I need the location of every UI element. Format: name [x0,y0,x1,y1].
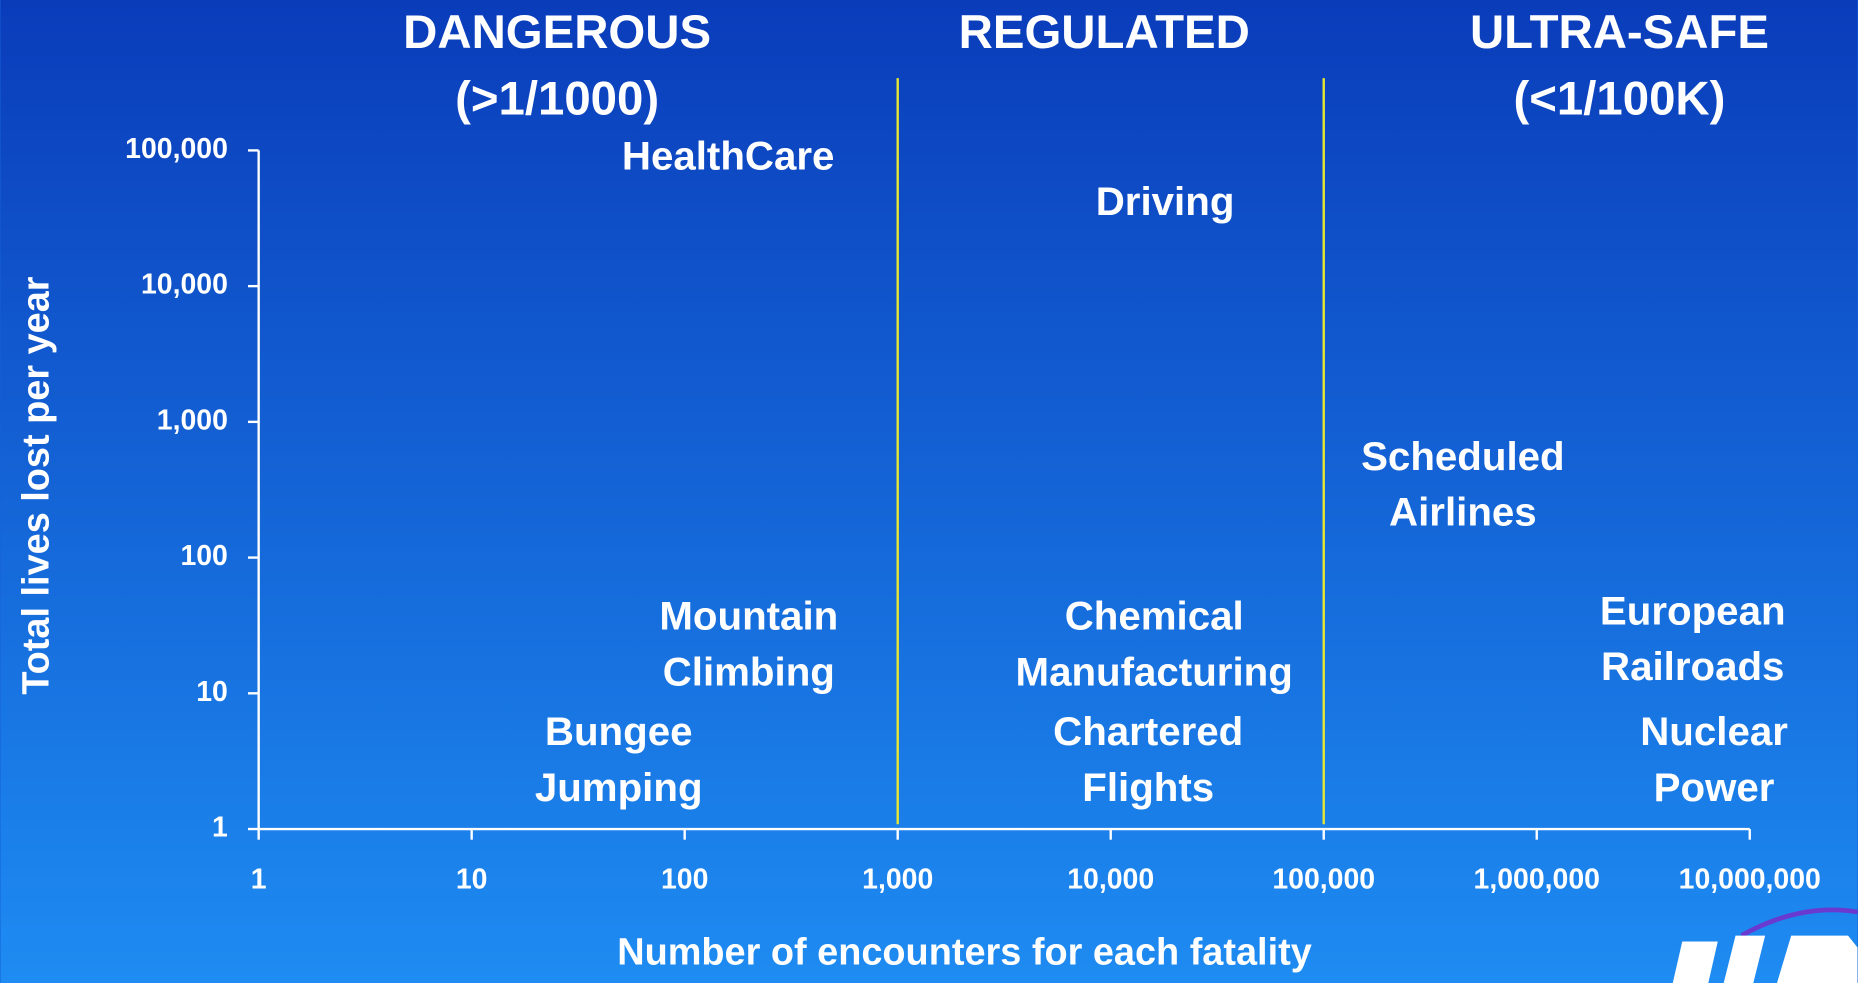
y-tick-label: 1 [212,812,228,844]
x-tick-label: 100,000 [1272,864,1375,896]
zone-label: (<1/100K) [1514,72,1726,125]
logo [1672,907,1858,983]
point-label: Chemical Manufacturing [1016,594,1293,695]
point-label: European Railroads [1600,589,1786,690]
zone-label: ULTRA-SAFE [1470,6,1769,59]
point-label-line: Bungee [545,709,693,754]
point-label-line: Railroads [1601,644,1784,689]
point-label-line: Power [1654,765,1775,810]
zone-label: DANGEROUS [403,6,711,59]
x-tick-label: 10,000 [1067,864,1154,896]
zone-label: (>1/1000) [455,72,659,125]
point-label-line: Mountain [659,594,838,639]
y-axis-title: Total lives lost per year [15,276,57,694]
point-label-line: Manufacturing [1016,649,1293,694]
point-label-line: Nuclear [1640,709,1788,754]
y-tick-label: 100,000 [125,133,228,165]
x-tick-label: 1,000 [862,864,933,896]
point-label: Mountain Climbing [659,594,838,695]
point-label-line: Chemical [1065,594,1244,639]
point-label-line: Climbing [663,649,835,694]
point-label: Bungee Jumping [535,709,703,810]
x-tick-label: 1,000,000 [1474,864,1600,896]
x-tick-label: 100 [661,864,708,896]
point-label: Nuclear Power [1640,709,1788,810]
point-label-line: HealthCare [622,133,835,178]
x-tick-label: 10 [456,864,488,896]
point-label: Driving [1096,179,1235,224]
x-tick-label: 1 [251,864,267,896]
point-label-line: Jumping [535,765,703,810]
y-tick-label: 10 [196,676,228,708]
point-label: HealthCare [622,133,835,178]
point-label-line: Scheduled [1361,434,1565,479]
zone-label: REGULATED [959,6,1250,59]
point-label: Chartered Flights [1053,709,1243,810]
point-label-line: Airlines [1389,490,1537,535]
y-tick-label: 1,000 [157,404,228,436]
y-tick-label: 10,000 [141,269,228,301]
x-tick-label: 10,000,000 [1679,864,1821,896]
y-tick-label: 100 [180,540,227,572]
x-axis-title: Number of encounters for each fatality [617,932,1312,974]
point-label-line: Chartered [1053,709,1243,754]
point-label-line: European [1600,589,1786,634]
point-label-line: Flights [1082,765,1214,810]
point-label: Scheduled Airlines [1361,434,1565,535]
point-label-line: Driving [1096,179,1235,224]
